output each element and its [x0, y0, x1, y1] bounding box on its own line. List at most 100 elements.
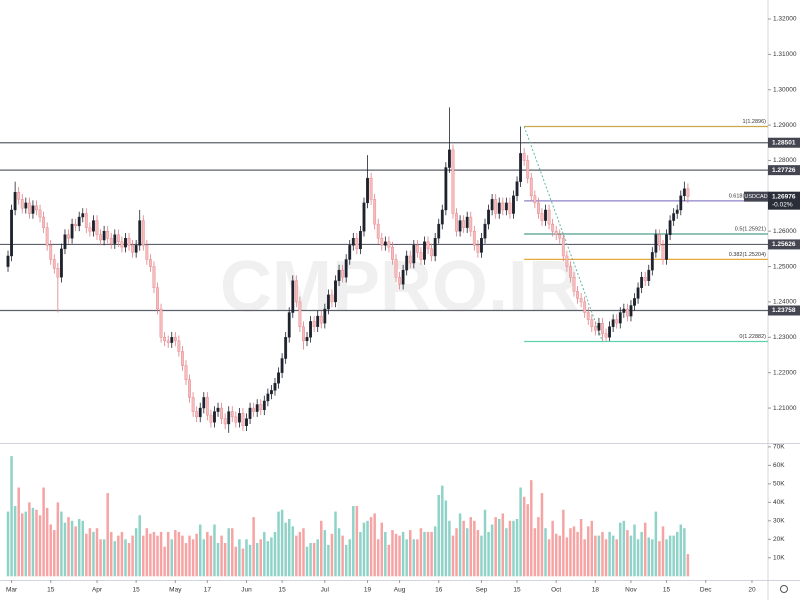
fib-label: 1(1.2896) — [742, 119, 766, 125]
volume-bar — [665, 539, 668, 577]
x-tick-label: 15 — [663, 587, 671, 594]
volume-bar — [643, 522, 647, 577]
y-tick-label: 1.28000 — [773, 157, 797, 164]
volume-tick-label: 70K — [773, 444, 785, 451]
candle-body — [380, 238, 384, 246]
volume-bar — [462, 520, 465, 577]
volume-bar — [17, 487, 20, 577]
candle-body — [444, 167, 448, 211]
candle-body — [316, 315, 320, 327]
candle-body — [494, 199, 498, 214]
candle-body — [337, 269, 341, 281]
candle-body — [554, 230, 558, 235]
volume-bar — [209, 535, 213, 577]
volume-bar — [572, 526, 576, 577]
settings-icon[interactable] — [780, 585, 788, 593]
fib-label: 0.5(1.25921) — [735, 226, 766, 232]
candle-body — [188, 379, 191, 398]
watermark: CMPRO.IR — [220, 247, 580, 327]
fib-label: 0(1.22882) — [739, 334, 766, 340]
volume-bar — [569, 528, 572, 577]
volume-bar — [63, 522, 67, 577]
candle-body — [59, 248, 63, 278]
volume-bar — [305, 546, 309, 577]
candle-body — [223, 418, 227, 425]
volume-bar — [291, 526, 295, 577]
candle-body — [273, 383, 277, 391]
candle-body — [74, 223, 78, 227]
candle-body — [497, 202, 501, 214]
volume-bar — [515, 518, 519, 577]
candle-body — [102, 230, 106, 241]
volume-bar — [60, 511, 63, 577]
volume-bar — [6, 511, 10, 577]
x-tick-label: Sep — [476, 587, 488, 594]
candle-body — [487, 209, 490, 225]
volume-bar — [661, 526, 665, 577]
volume-bar — [38, 515, 42, 577]
candle-body — [52, 259, 56, 269]
candle-body — [173, 337, 177, 342]
candle-body — [519, 153, 523, 182]
volume-bar — [401, 531, 405, 577]
volume-bar — [106, 493, 109, 577]
volume-bar — [81, 520, 85, 577]
candle-body — [561, 238, 565, 257]
x-tick-label: May — [169, 587, 182, 594]
candle-body — [536, 202, 540, 214]
candle-body — [398, 276, 401, 285]
volume-bar — [195, 533, 198, 577]
volume-bar — [277, 511, 280, 577]
volume-bar — [127, 543, 131, 577]
volume-bar — [202, 539, 206, 577]
candle-body — [526, 160, 530, 179]
candle-body — [387, 241, 391, 248]
candle-body — [45, 227, 49, 246]
volume-bar — [416, 539, 419, 577]
volume-bar — [679, 524, 683, 577]
y-tick-label: 1.26000 — [773, 228, 797, 235]
volume-bar — [387, 544, 391, 577]
candle-body — [508, 202, 512, 214]
candle-body — [109, 238, 113, 244]
candle-body — [391, 246, 394, 260]
level-tag — [768, 137, 800, 148]
candle-body — [291, 280, 295, 313]
volume-bar — [398, 535, 401, 577]
volume-bar — [42, 487, 45, 577]
candle-body — [344, 259, 348, 278]
volume-bar — [583, 539, 586, 577]
settings-button[interactable] — [780, 585, 788, 593]
candle-body — [42, 216, 46, 228]
candle-body — [622, 308, 626, 313]
y-tick-label: 1.30000 — [773, 86, 797, 93]
volume-bar — [70, 520, 74, 577]
volume-bar — [49, 524, 52, 577]
candle-body — [6, 255, 10, 267]
volume-bar — [327, 544, 330, 577]
candle-body — [551, 223, 555, 232]
volume-bar — [380, 522, 384, 577]
volume-bar — [21, 513, 24, 577]
candle-body — [668, 220, 672, 235]
candle-body — [166, 340, 170, 343]
volume-bar — [113, 541, 117, 577]
volume-bar — [686, 554, 690, 577]
symbol-tag — [744, 191, 768, 202]
volume-bar — [537, 517, 540, 577]
volume-bar — [544, 528, 547, 577]
volume-bar — [259, 539, 262, 577]
candle-body — [84, 213, 88, 228]
volume-bar — [24, 511, 28, 577]
candle-body — [159, 308, 163, 338]
volume-tick-label: 10K — [773, 555, 785, 562]
volume-bar — [391, 530, 394, 577]
volume-bar — [629, 535, 633, 577]
volume-tick-label: 40K — [773, 499, 785, 506]
volume-bar — [501, 513, 505, 577]
x-tick-label: 15 — [47, 587, 55, 594]
candle-body — [237, 413, 241, 423]
volume-tick-label: 20K — [773, 536, 785, 543]
volume-bar — [362, 522, 366, 577]
x-tick-label: 16 — [435, 587, 443, 594]
